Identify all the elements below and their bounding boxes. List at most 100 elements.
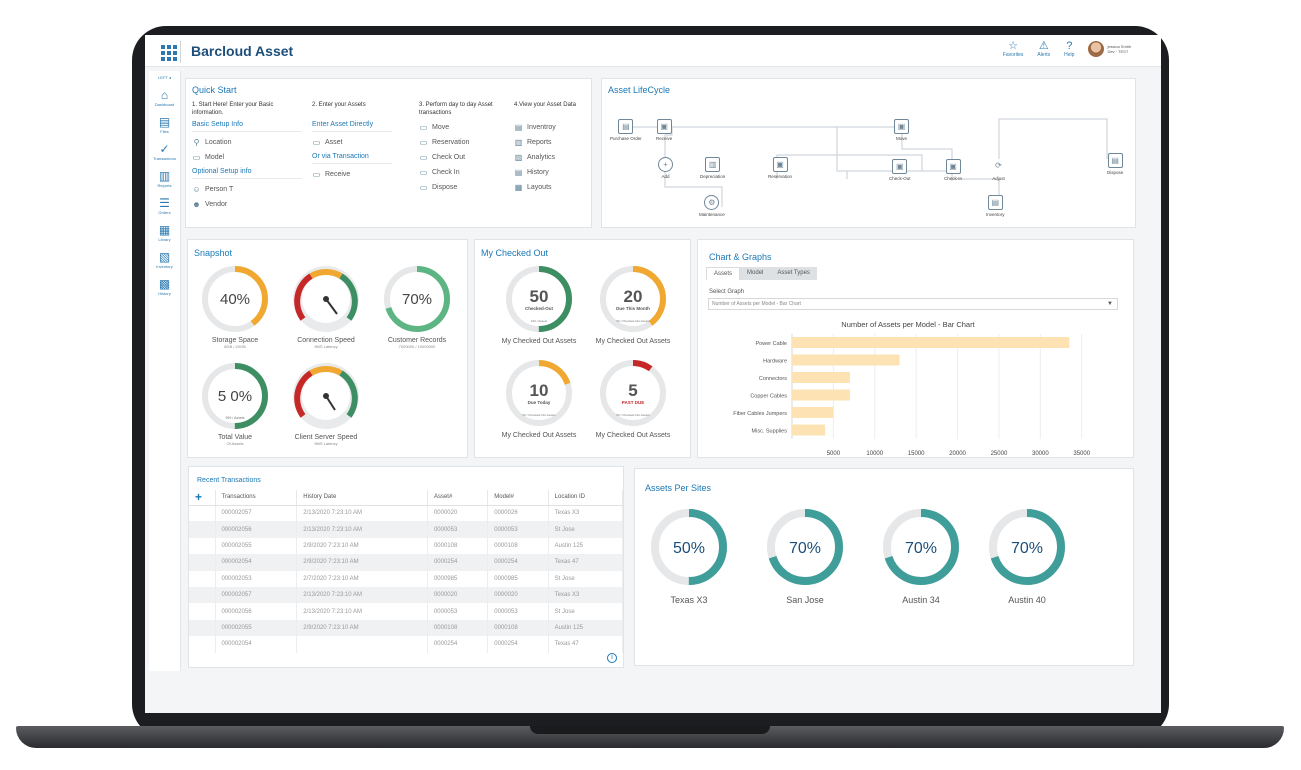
lifecycle-inventory[interactable]: ▤ Inventory — [986, 195, 1005, 217]
home-icon: ⌂ — [160, 88, 169, 102]
select-graph-dropdown[interactable]: Number of Assets per Model - Bar Chart ▼ — [708, 298, 1118, 310]
app-grid-icon[interactable] — [159, 41, 181, 63]
table-row[interactable]: 000002054 0000254 0000254 Texas 47 — [189, 636, 624, 653]
table-row[interactable]: 000002057 2/13/2020 7:23:10 AM 0000020 0000… — [189, 586, 624, 604]
orders-icon: ☰ — [159, 196, 170, 210]
sidebar-item-dashboard[interactable]: ⌂ Dashboard — [149, 88, 180, 107]
tab-asset-types[interactable]: Asset Types — [770, 267, 817, 280]
sidebar-item-label: Files — [160, 129, 169, 134]
lifecycle-add[interactable]: + Add — [658, 157, 673, 179]
qs-location[interactable]: ⚲ Location — [193, 138, 232, 147]
qs-check-in[interactable]: ▭ Check In — [419, 168, 460, 177]
header-actions: ☆ Favorites ⚠ Alerts ? Help jessica Smit… — [1003, 40, 1131, 58]
lifecycle-adjust[interactable]: ⟳ Adjust — [991, 159, 1006, 181]
lifecycle-check-out[interactable]: ▣ Check-Out — [889, 159, 911, 181]
lifecycle-reservation[interactable]: ▣ Reservation — [768, 157, 792, 179]
site-gauge[interactable]: 70% Austin 40 — [987, 507, 1067, 605]
sidebar-item-reports[interactable]: ▥ Reports — [149, 169, 180, 188]
site-gauge[interactable]: 70% San Jose — [765, 507, 845, 605]
table-cell: 0000985 — [487, 570, 549, 587]
lifecycle-purchase-order[interactable]: ▤ Purchase Order — [610, 119, 642, 141]
table-row[interactable]: 000002053 2/7/2020 7:23:10 AM 0000985 00009… — [189, 570, 624, 587]
sidebar-collapse-button[interactable]: LEFT ◂ — [158, 75, 171, 80]
checked-out-gauge[interactable]: 50 Checked-Out 100 / Assets My Checked Out … — [499, 264, 579, 346]
qs-vendor[interactable]: ☻ Vendor — [192, 200, 228, 209]
site-label: Texas X3 — [670, 595, 708, 605]
table-row[interactable]: 000002054 2/9/2020 7:23:10 AM 0000254 00002… — [189, 554, 624, 571]
lifecycle-maintenance[interactable]: ⚙ Maintenance — [699, 195, 725, 217]
storage-sub: 8GB / 20GB — [224, 344, 246, 349]
laptop-base — [16, 726, 1284, 748]
table-row[interactable]: 000002057 2/13/2020 7:23:10 AM 0000020 0000… — [189, 505, 624, 522]
table-cell: 000002057 — [215, 586, 298, 604]
add-transaction-button[interactable]: + — [195, 490, 203, 505]
help-label: Help — [1064, 52, 1075, 58]
lifecycle-dispose[interactable]: ▤ Dispose — [1107, 153, 1123, 175]
qs-analytics[interactable]: ▨ Analytics — [514, 153, 556, 162]
qs-layouts[interactable]: ▦ Layouts — [514, 183, 552, 192]
sidebar-item-orders[interactable]: ☰ Orders — [149, 196, 180, 215]
site-gauge[interactable]: 70% Austin 34 — [881, 507, 961, 605]
table-cell: 2/13/2020 7:23:10 AM — [296, 586, 428, 604]
chart-title: Number of Assets per Model - Bar Chart — [841, 320, 975, 329]
site-gauge-arc — [651, 509, 727, 585]
enter-asset-link[interactable]: Enter Asset Directly — [312, 121, 392, 132]
sidebar-item-transactions[interactable]: ✓ Transactions — [149, 142, 180, 161]
alerts-button[interactable]: ⚠ Alerts — [1037, 40, 1050, 58]
lifecycle-move[interactable]: ▣ Move — [894, 119, 909, 141]
table-cell: 0000254 — [487, 636, 549, 653]
row-spacer — [189, 554, 216, 571]
tab-model[interactable]: Model — [740, 267, 771, 280]
sidebar-item-library[interactable]: ▦ Library — [149, 223, 180, 242]
qs-check-out[interactable]: ▭ Check Out — [419, 153, 466, 162]
qs-reports[interactable]: ▥ Reports — [514, 138, 552, 147]
site-gauge-arc — [767, 509, 843, 585]
sidebar-item-files[interactable]: ▤ Files — [149, 115, 180, 134]
optional-setup-link[interactable]: Optional Setup info — [192, 168, 302, 179]
site-label: Austin 34 — [902, 595, 940, 605]
qs-receive[interactable]: ▭ Receive — [312, 170, 351, 179]
tab-assets[interactable]: Assets — [706, 267, 741, 280]
site-gauge[interactable]: 50% Texas X3 — [649, 507, 729, 605]
checked-out-arc — [600, 266, 666, 332]
sidebar-item-history[interactable]: ▩ History — [149, 277, 180, 296]
qs-dispose[interactable]: ▭ Dispose — [419, 183, 458, 192]
table-cell: 000002055 — [215, 619, 298, 637]
qs-asset[interactable]: ▭ Asset — [312, 138, 343, 147]
table-cell: 0000985 — [427, 570, 489, 587]
quick-start-title: Quick Start — [192, 85, 237, 95]
checked-out-title: My Checked Out — [481, 248, 549, 258]
sidebar-item-label: Library — [158, 237, 171, 242]
qs-move[interactable]: ▭ Move — [419, 123, 450, 132]
table-cell: 0000020 — [427, 505, 489, 522]
basic-setup-link[interactable]: Basic Setup Info — [192, 121, 302, 132]
x-tick-label: 25000 — [991, 451, 1008, 456]
qs-history[interactable]: ▤ History — [514, 168, 549, 177]
favorites-button[interactable]: ☆ Favorites — [1003, 40, 1024, 58]
table-cell: 0000053 — [487, 521, 549, 538]
qs-reservation[interactable]: ▭ Reservation — [419, 138, 470, 147]
checked-out-gauge[interactable]: 5 PAST DUE 50 / Checked-Out Assets My Check… — [593, 358, 673, 440]
user-menu[interactable]: jessica Smith Dev · TEST — [1088, 41, 1131, 57]
help-button[interactable]: ? Help — [1064, 40, 1074, 58]
checked-out-gauge[interactable]: 10 Due Today 50 / Checked-Out Assets My Che… — [499, 358, 579, 440]
qs-person[interactable]: ☺ Person T — [192, 185, 234, 194]
lifecycle-check-in[interactable]: ▣ Check-In — [944, 159, 962, 181]
model-icon: ▭ — [192, 153, 201, 162]
checked-out-arc — [506, 266, 572, 332]
qs-model[interactable]: ▭ Model — [192, 153, 225, 162]
via-transaction-link[interactable]: Or via Transaction — [312, 153, 392, 164]
table-row[interactable]: 000002055 2/9/2020 7:23:10 AM 0000108 00001… — [189, 619, 624, 637]
sidebar-item-inventory[interactable]: ▧ Inventory — [149, 250, 180, 269]
table-row[interactable]: 000002055 2/9/2020 7:23:10 AM 0000108 00001… — [189, 537, 624, 555]
table-row[interactable]: 000002056 2/13/2020 7:23:10 AM 0000053 0000… — [189, 603, 624, 620]
checked-out-label: My Checked Out Assets — [595, 432, 671, 439]
lifecycle-depreciation[interactable]: ▥ Depreciation — [700, 157, 725, 179]
bar — [792, 354, 900, 366]
info-icon[interactable]: i — [607, 653, 617, 663]
storage-gauge: 40% Storage Space 8GB / 20GB — [200, 264, 270, 349]
qs-inventory[interactable]: ▤ Inventroy — [514, 123, 556, 132]
table-row[interactable]: 000002056 2/13/2020 7:23:10 AM 0000053 0000… — [189, 521, 624, 538]
lifecycle-receive[interactable]: ▣ Receive — [656, 119, 672, 141]
checked-out-gauge[interactable]: 20 Due This Month 50 / Checked-Out Assets M… — [593, 264, 673, 346]
